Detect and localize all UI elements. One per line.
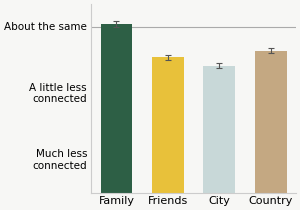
- Bar: [255, 51, 286, 193]
- Bar: [100, 24, 132, 193]
- Bar: [152, 57, 184, 193]
- Bar: [203, 66, 235, 193]
